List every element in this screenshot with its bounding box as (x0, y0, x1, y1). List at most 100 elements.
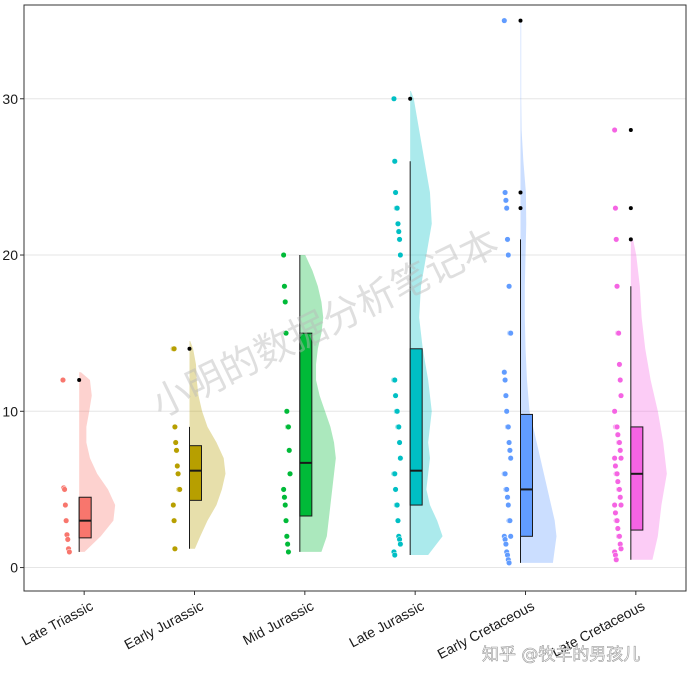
point-early-cretaceous (504, 236, 511, 243)
outlier-early-cretaceous (518, 18, 523, 23)
point-early-cretaceous (506, 283, 513, 290)
y-tick-label: 20 (2, 247, 18, 263)
point-late-cretaceous (616, 486, 623, 493)
point-late-jurassic (395, 228, 402, 235)
point-late-jurassic (391, 470, 398, 477)
point-late-cretaceous (614, 478, 621, 485)
point-late-cretaceous (613, 283, 621, 290)
point-early-cretaceous (502, 197, 509, 204)
point-late-triassic (66, 548, 73, 555)
point-late-jurassic (394, 517, 402, 524)
outlier-late-cretaceous (628, 206, 633, 211)
point-late-cretaceous (614, 525, 621, 532)
box-late-triassic (78, 496, 92, 539)
point-early-cretaceous (502, 189, 509, 196)
point-early-jurassic (171, 545, 178, 552)
point-mid-jurassic (281, 283, 288, 290)
point-early-cretaceous (503, 205, 510, 212)
grid-lines (24, 98, 686, 569)
outlier-late-cretaceous (628, 237, 633, 242)
point-early-jurassic (172, 439, 179, 446)
box-late-cretaceous (630, 426, 644, 531)
outlier-early-cretaceous (518, 206, 523, 211)
point-mid-jurassic (286, 447, 293, 454)
point-early-cretaceous (502, 541, 509, 548)
panel-border (23, 4, 687, 592)
point-early-cretaceous (506, 559, 513, 566)
y-tick-label: 30 (2, 91, 18, 107)
point-late-cretaceous (612, 509, 619, 516)
point-early-cretaceous (502, 376, 509, 384)
point-late-jurassic (392, 392, 399, 399)
point-early-cretaceous (505, 251, 512, 259)
point-late-jurassic (397, 251, 404, 259)
point-late-cretaceous (613, 423, 621, 430)
point-early-jurassic (174, 462, 181, 470)
point-late-cretaceous (613, 556, 620, 563)
point-early-cretaceous (505, 502, 512, 509)
outlier-late-triassic (77, 378, 82, 383)
point-late-cretaceous (611, 455, 618, 462)
point-early-cretaceous (502, 470, 509, 477)
point-late-cretaceous (613, 517, 621, 524)
point-early-cretaceous (502, 392, 509, 399)
point-late-triassic (62, 502, 69, 509)
box-early-jurassic (189, 445, 202, 501)
point-mid-jurassic (281, 494, 288, 501)
point-late-triassic (61, 486, 68, 493)
point-early-cretaceous (506, 439, 513, 446)
point-mid-jurassic (283, 533, 290, 540)
point-late-jurassic (396, 439, 403, 446)
point-late-cretaceous (617, 545, 625, 552)
point-late-jurassic (391, 158, 398, 165)
point-mid-jurassic (282, 517, 290, 524)
point-late-cretaceous (613, 236, 620, 243)
point-late-jurassic (397, 541, 404, 548)
point-early-cretaceous (504, 494, 511, 501)
outlier-late-jurassic (408, 96, 413, 101)
y-axis: 0 10 20 30 (2, 91, 24, 576)
box-mid-jurassic (299, 332, 313, 517)
point-late-cretaceous (616, 361, 623, 368)
point-early-jurassic (171, 345, 178, 352)
point-late-jurassic (390, 95, 398, 102)
point-mid-jurassic (286, 470, 294, 477)
point-early-cretaceous (501, 369, 508, 376)
point-late-jurassic (391, 376, 398, 384)
point-early-cretaceous (501, 17, 508, 24)
point-late-jurassic (394, 408, 401, 415)
point-late-cretaceous (617, 455, 625, 462)
point-late-cretaceous (611, 408, 618, 415)
point-early-cretaceous (503, 486, 510, 493)
point-late-cretaceous (616, 533, 623, 540)
point-late-cretaceous (612, 462, 619, 470)
outlier-points (77, 18, 633, 383)
point-late-jurassic (397, 455, 404, 462)
point-early-jurassic (175, 470, 182, 477)
point-late-jurassic (392, 486, 399, 493)
outlier-early-jurassic (187, 346, 192, 351)
outlier-late-cretaceous (628, 128, 633, 133)
boxplots (78, 161, 644, 563)
point-early-jurassic (176, 486, 183, 493)
point-late-cretaceous (613, 470, 621, 477)
point-early-cretaceous (503, 408, 510, 415)
point-late-cretaceous (616, 439, 623, 446)
point-late-jurassic (395, 423, 402, 430)
point-late-cretaceous (615, 330, 622, 337)
point-late-triassic (63, 517, 70, 524)
point-late-jurassic (392, 189, 399, 196)
y-tick-label: 10 (2, 403, 18, 419)
point-mid-jurassic (285, 548, 292, 555)
point-early-cretaceous (507, 533, 514, 540)
point-late-cretaceous (617, 447, 624, 454)
credit-text: 知乎 @牧羊的男孩儿 (482, 645, 640, 665)
point-late-cretaceous (617, 494, 624, 501)
point-early-cretaceous (505, 423, 512, 430)
point-late-cretaceous (611, 126, 618, 134)
box-late-jurassic (409, 348, 423, 506)
point-late-jurassic (391, 552, 398, 559)
y-tick-label: 0 (10, 560, 18, 576)
